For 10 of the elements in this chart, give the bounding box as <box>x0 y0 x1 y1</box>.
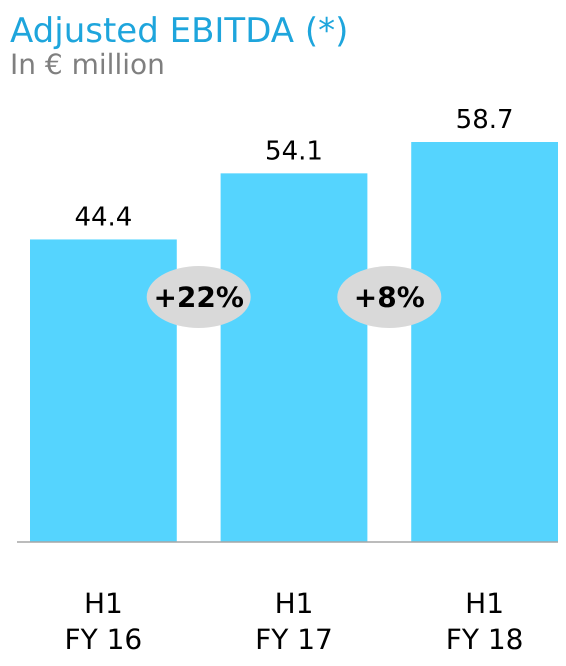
chart-title: Adjusted EBITDA (*) <box>10 11 348 51</box>
annotation: +22% <box>153 281 244 314</box>
x-tick-label: H1 FY 16 <box>64 587 142 656</box>
data-label: 58.7 <box>456 105 514 135</box>
data-label: 54.1 <box>265 136 323 166</box>
chart-subtitle: In € million <box>10 48 165 81</box>
x-tick-label: H1 FY 17 <box>255 587 333 656</box>
data-label: 44.4 <box>74 202 132 232</box>
x-tick-label: H1 FY 18 <box>446 587 524 656</box>
annotation: +8% <box>354 281 425 314</box>
